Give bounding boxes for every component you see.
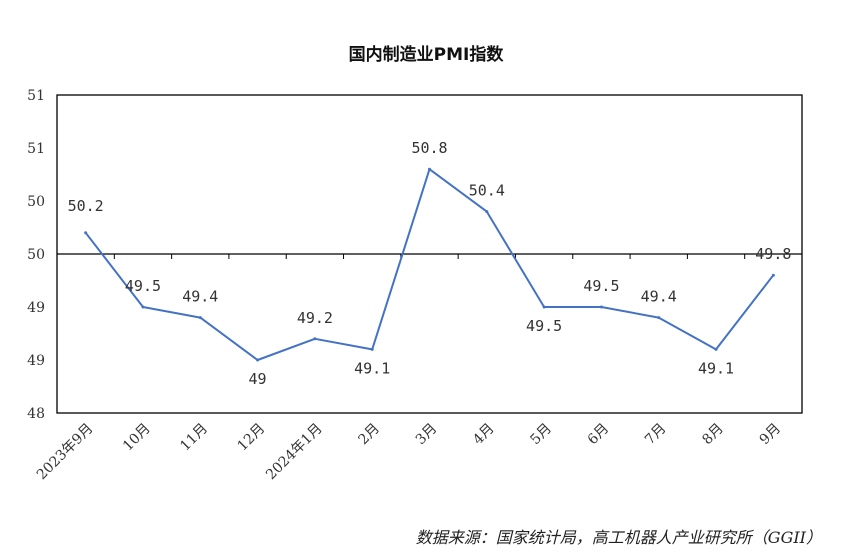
y-tick-label: 50: [27, 247, 45, 263]
data-point: [256, 358, 260, 362]
data-point: [370, 347, 374, 351]
series-layer: [84, 167, 775, 362]
data-point: [428, 167, 431, 171]
x-tick-label: 8月: [699, 421, 727, 449]
x-tick-label: 10月: [120, 421, 154, 455]
y-tick-label: 50: [27, 194, 45, 210]
y-tick-label: 49: [27, 353, 45, 369]
data-point: [599, 305, 603, 309]
data-label: 49.5: [526, 317, 562, 335]
data-point: [657, 316, 661, 320]
x-tick-label: 12月: [235, 421, 269, 455]
series-line: [84, 168, 775, 361]
data-label: 49: [249, 370, 267, 388]
data-labels: 50.2 49.5 49.4 49 49.2 49.1 50.8 50.4 49.5 49.5 49…: [68, 139, 792, 388]
data-label: 49.5: [583, 277, 619, 295]
x-tick-label: 4月: [470, 421, 498, 449]
x-tick-label: 2024年1月: [263, 421, 326, 484]
data-point: [771, 273, 775, 277]
x-tick-label: 2月: [355, 421, 383, 449]
x-tick-label: 6月: [585, 421, 613, 449]
data-label: 50.8: [411, 139, 447, 157]
data-point: [313, 337, 317, 341]
data-point: [485, 210, 489, 214]
x-tick-label: 2023年9月: [34, 421, 97, 484]
data-label: 50.2: [68, 197, 104, 215]
data-label: 49.2: [297, 309, 333, 327]
data-point: [714, 347, 718, 351]
data-label: 49.1: [354, 359, 390, 377]
data-label: 49.5: [125, 277, 161, 295]
data-label: 50.4: [469, 182, 505, 200]
y-axis-tick-labels: 51 51 50 50 49 49 48: [27, 88, 45, 422]
source-note: 数据来源：国家统计局，高工机器人产业研究所（GGII）: [415, 528, 822, 547]
x-tick-label: 9月: [757, 421, 785, 449]
data-label: 49.1: [698, 359, 734, 377]
y-tick-label: 51: [27, 88, 45, 104]
y-tick-label: 48: [27, 406, 45, 422]
data-label: 49.4: [641, 288, 677, 306]
data-label: 49.8: [755, 245, 791, 263]
data-point: [198, 316, 202, 320]
data-point: [542, 305, 546, 309]
data-point: [84, 231, 88, 235]
x-tick-label: 3月: [413, 421, 441, 449]
y-tick-label: 51: [27, 141, 45, 157]
x-tick-label: 11月: [177, 421, 211, 455]
data-label: 49.4: [182, 288, 218, 306]
data-point: [141, 305, 145, 309]
chart-title: 国内制造业PMI指数: [348, 45, 504, 65]
x-tick-label: 7月: [642, 421, 670, 449]
x-tick-label: 5月: [527, 421, 555, 449]
y-tick-label: 49: [27, 300, 45, 316]
